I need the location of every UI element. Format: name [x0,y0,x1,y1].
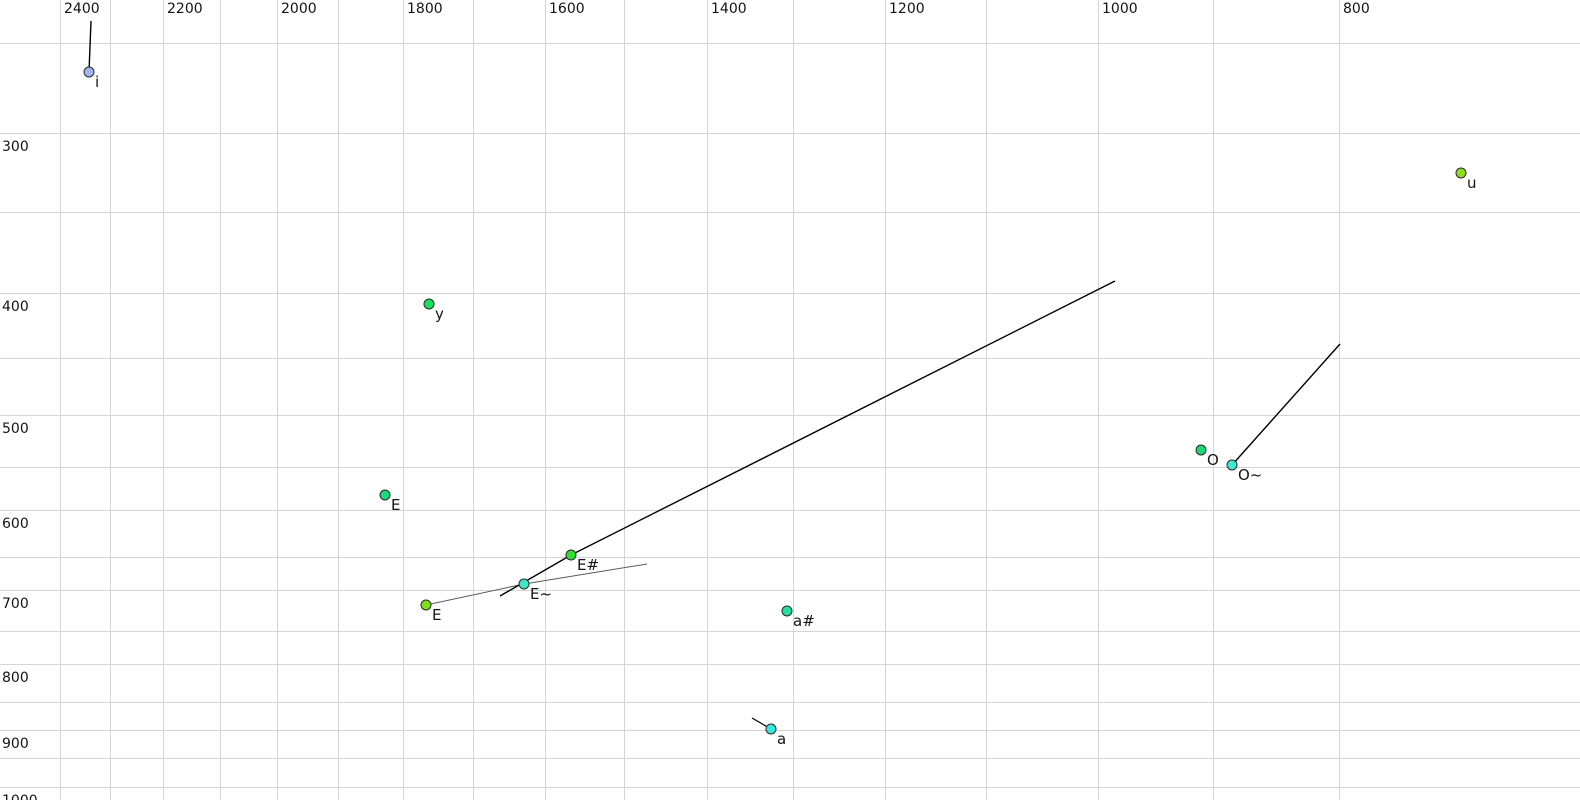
x-axis-tick-label-1400: 1400 [711,1,747,17]
y-axis-tick-label-700: 700 [2,596,29,612]
gridline-horizontal-minor-650 [0,557,1580,558]
vowel-label-E: E [432,606,442,624]
vowel-point-Enasal[interactable] [518,578,530,590]
vowel-label-Onasal: O~ [1238,466,1263,484]
y-axis-tick-label-900: 900 [2,736,29,752]
gridline-horizontal-minor-950 [0,758,1580,759]
y-axis-tick-label-800: 800 [2,670,29,686]
vowel-point-u[interactable] [1455,167,1467,179]
gridline-horizontal-major-500 [0,415,1580,416]
gridline-vertical-major-800 [1339,0,1340,800]
vowel-label-y: y [435,305,444,323]
y-axis-tick-label-500: 500 [2,421,29,437]
y-axis-tick-label-400: 400 [2,299,29,315]
gridline-horizontal-major-600 [0,510,1580,511]
x-axis-tick-label-1200: 1200 [889,1,925,17]
gridline-vertical-major-1000 [1098,0,1099,800]
vowel-point-asharp[interactable] [781,605,793,617]
vowel-point-Esharp[interactable] [565,549,577,561]
gridline-horizontal-minor-350 [0,212,1580,213]
gridline-vertical-minor-900 [1213,0,1214,800]
gridline-horizontal-major-700 [0,590,1580,591]
gridline-horizontal-minor-750 [0,631,1580,632]
vowel-point-Onasal[interactable] [1226,459,1238,471]
gridline-vertical-major-2400 [60,0,61,800]
gridline-vertical-minor-1300 [793,0,794,800]
vowel-label-u: u [1467,174,1477,192]
trace-i-trajectory [88,20,92,73]
x-axis-tick-label-1800: 1800 [407,1,443,17]
gridline-horizontal-major-400 [0,293,1580,294]
vowel-point-i[interactable] [83,66,95,78]
y-axis-tick-label-1000: 1000 [2,793,38,800]
y-axis-tick-label-300: 300 [2,139,29,155]
x-axis-tick-label-1600: 1600 [549,1,585,17]
gridline-vertical-minor-2300 [110,0,111,800]
vowel-point-O[interactable] [1195,444,1207,456]
gridline-horizontal-minor-550 [0,467,1580,468]
vowel-label-E: E [391,496,401,514]
gridline-vertical-major-2000 [277,0,278,800]
gridline-vertical-minor-1900 [338,0,339,800]
gridline-horizontal-minor-250 [0,43,1580,44]
x-axis-tick-label-2400: 2400 [64,1,100,17]
vowel-label-asharp: a# [793,612,815,630]
gridline-vertical-major-1200 [885,0,886,800]
vowel-label-Enasal: E~ [530,585,553,603]
vowel-point-y[interactable] [423,298,435,310]
x-axis-tick-label-1000: 1000 [1102,1,1138,17]
gridline-vertical-minor-1700 [473,0,474,800]
vowel-point-E[interactable] [379,489,391,501]
vowel-label-O: O [1207,451,1219,469]
vowel-label-i: i [95,73,100,91]
vowel-label-Esharp: E# [577,556,600,574]
gridline-horizontal-major-900 [0,730,1580,731]
gridline-vertical-minor-1100 [986,0,987,800]
gridline-vertical-major-1600 [545,0,546,800]
gridline-horizontal-minor-450 [0,358,1580,359]
gridline-horizontal-major-800 [0,664,1580,665]
gridline-vertical-major-2200 [163,0,164,800]
gridline-vertical-minor-1500 [624,0,625,800]
x-axis-tick-label-2000: 2000 [281,1,317,17]
x-axis-tick-label-800: 800 [1343,1,1370,17]
trace-O-nasal-trajectory [1231,343,1341,466]
gridline-horizontal-minor-850 [0,702,1580,703]
vowel-label-a: a [777,730,787,748]
gridline-horizontal-major-300 [0,133,1580,134]
y-axis-tick-label-600: 600 [2,516,29,532]
gridline-vertical-minor-2100 [220,0,221,800]
vowel-point-E[interactable] [420,599,432,611]
vowel-point-a[interactable] [765,723,777,735]
gridline-vertical-major-1800 [403,0,404,800]
gridline-horizontal-major-1000 [0,787,1580,788]
x-axis-tick-label-2200: 2200 [167,1,203,17]
gridline-vertical-major-1400 [707,0,708,800]
